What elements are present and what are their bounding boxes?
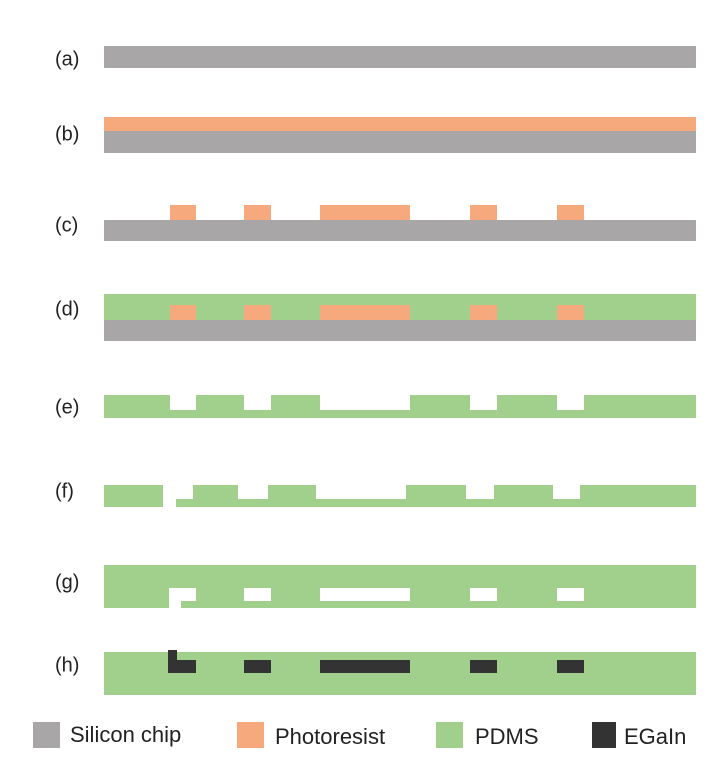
legend-label: Photoresist bbox=[275, 724, 385, 749]
photoresist-layer bbox=[104, 117, 696, 131]
channel-notches bbox=[163, 485, 580, 507]
pdms-layer bbox=[104, 652, 696, 695]
pdms-layer bbox=[104, 565, 696, 608]
silicon-layer bbox=[104, 220, 696, 241]
step-label: (b) bbox=[55, 123, 79, 145]
step-label: (g) bbox=[55, 571, 79, 593]
photoresist-pattern bbox=[170, 205, 584, 220]
legend-swatch bbox=[592, 722, 616, 748]
step-label: (a) bbox=[55, 48, 79, 70]
step-label: (f) bbox=[55, 480, 74, 502]
channels bbox=[169, 588, 584, 608]
legend-label: EGaIn bbox=[624, 724, 686, 749]
channel-notches bbox=[170, 395, 584, 410]
silicon-layer bbox=[104, 46, 696, 68]
legend-label: PDMS bbox=[475, 724, 539, 749]
photoresist-pattern bbox=[170, 305, 584, 320]
step-label: (d) bbox=[55, 298, 79, 320]
step-label: (e) bbox=[55, 396, 79, 418]
egain-channels bbox=[168, 650, 584, 673]
step-label: (h) bbox=[55, 654, 79, 676]
step-label: (c) bbox=[55, 214, 78, 236]
legend-label: Silicon chip bbox=[70, 722, 181, 747]
silicon-layer bbox=[104, 320, 696, 341]
silicon-layer bbox=[104, 131, 696, 153]
legend-swatch bbox=[237, 722, 264, 748]
legend-swatch bbox=[436, 722, 463, 748]
legend-swatch bbox=[33, 722, 60, 748]
